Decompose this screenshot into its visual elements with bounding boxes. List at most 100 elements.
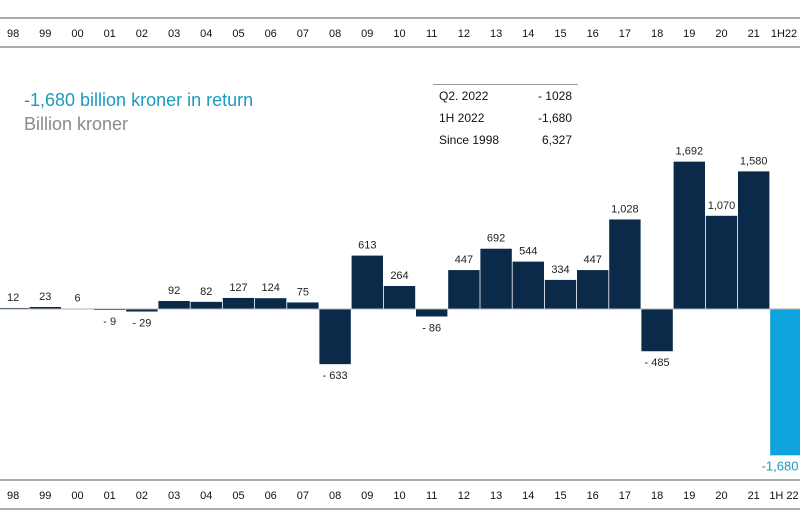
data-label-01: - 9	[103, 316, 116, 328]
bar-99	[29, 306, 61, 309]
data-label-13: 692	[487, 233, 505, 245]
top-tick-label: 21	[748, 28, 760, 40]
bottom-tick-label: 06	[265, 490, 277, 502]
data-label-99: 23	[39, 291, 51, 303]
bar-20	[705, 215, 738, 309]
data-labels-group: 12 23 6 - 9 - 29 92 82 127 124 75 - 633 613 264 - 86 4…	[7, 146, 798, 474]
chart-title: -1,680 billion kroner in return	[24, 90, 254, 110]
data-label-21: 1,580	[740, 155, 768, 167]
top-tick-label: 00	[71, 28, 83, 40]
bottom-tick-label: 98	[7, 490, 19, 502]
bottom-tick-label: 09	[361, 490, 373, 502]
bottom-tick-label: 01	[104, 490, 116, 502]
bar-04	[190, 301, 222, 309]
top-tick-label: 13	[490, 28, 502, 40]
data-label-15: 334	[551, 264, 569, 276]
top-tick-label: 1H22	[771, 28, 797, 40]
bar-13	[480, 248, 512, 309]
bottom-tick-label: 21	[748, 490, 760, 502]
top-tick-label: 06	[265, 28, 277, 40]
summary-row-q2: Q2. 2022 - 1028	[433, 85, 578, 107]
bottom-tick-label: 13	[490, 490, 502, 502]
bottom-tick-label: 08	[329, 490, 341, 502]
data-label-07: 75	[297, 286, 309, 298]
bar-1H22	[770, 309, 800, 456]
summary-label: 1H 2022	[439, 111, 485, 125]
top-tick-label: 10	[393, 28, 405, 40]
bar-19	[673, 161, 705, 309]
chart-subtitle: Billion kroner	[24, 114, 129, 134]
data-label-11: - 86	[422, 322, 441, 334]
data-label-12: 447	[455, 254, 473, 266]
summary-row-1h: 1H 2022 -1,680	[433, 107, 578, 129]
data-label-08: - 633	[323, 370, 348, 382]
top-tick-label: 15	[554, 28, 566, 40]
data-label-1H22: -1,680	[762, 458, 799, 473]
top-tick-label: 12	[458, 28, 470, 40]
top-tick-label: 20	[715, 28, 727, 40]
data-label-04: 82	[200, 286, 212, 298]
bottom-tick-label: 07	[297, 490, 309, 502]
top-tick-label: 98	[7, 28, 19, 40]
data-label-16: 447	[584, 254, 602, 266]
data-label-10: 264	[390, 270, 408, 282]
data-label-19: 1,692	[676, 146, 704, 158]
bottom-tick-label: 19	[683, 490, 695, 502]
bottom-tick-label: 1H 22	[769, 490, 798, 502]
summary-table: Q2. 2022 - 1028 1H 2022 -1,680 Since 199…	[433, 84, 578, 151]
data-label-05: 127	[229, 282, 247, 294]
top-tick-label: 01	[104, 28, 116, 40]
top-tick-label: 14	[522, 28, 534, 40]
top-tick-label: 99	[39, 28, 51, 40]
bar-07	[287, 302, 319, 309]
bar-98	[0, 307, 29, 309]
bar-05	[222, 297, 255, 309]
bottom-tick-label: 10	[393, 490, 405, 502]
top-axis-tick-labels: 98 99 00 01 02 03 04 05 06 07 08 09 10 11 12 13 14 15 16 17…	[7, 28, 797, 40]
bottom-tick-label: 00	[71, 490, 83, 502]
top-tick-label: 03	[168, 28, 180, 40]
bar-06	[255, 298, 287, 309]
top-tick-label: 07	[297, 28, 309, 40]
top-tick-label: 17	[619, 28, 631, 40]
bar-09	[351, 255, 383, 309]
top-tick-label: 09	[361, 28, 373, 40]
bottom-tick-label: 04	[200, 490, 212, 502]
summary-label: Since 1998	[439, 133, 500, 147]
top-tick-label: 04	[200, 28, 212, 40]
bar-03	[158, 300, 190, 309]
data-label-00: 6	[74, 292, 80, 304]
bar-21	[738, 171, 770, 309]
bottom-tick-label: 02	[136, 490, 148, 502]
bottom-tick-label: 14	[522, 490, 534, 502]
data-label-06: 124	[262, 282, 280, 294]
bar-12	[448, 270, 480, 309]
summary-value: - 1028	[537, 89, 572, 103]
summary-top-rule	[433, 84, 578, 85]
bar-15	[544, 279, 577, 309]
data-label-03: 92	[168, 285, 180, 297]
bar-02	[126, 309, 158, 312]
data-label-17: 1,028	[611, 203, 639, 215]
data-label-20: 1,070	[708, 200, 736, 212]
bar-14	[512, 261, 544, 309]
bottom-tick-label: 03	[168, 490, 180, 502]
data-label-18: - 485	[645, 357, 670, 369]
bars-group	[0, 161, 800, 456]
bottom-tick-label: 16	[587, 490, 599, 502]
data-label-09: 613	[358, 240, 376, 252]
data-label-14: 544	[519, 246, 537, 258]
top-tick-label: 02	[136, 28, 148, 40]
bottom-axis-tick-labels: 98 99 00 01 02 03 04 05 06 07 08 09 10 11 12 13 14 15 16 17…	[7, 490, 799, 502]
bottom-tick-label: 12	[458, 490, 470, 502]
bottom-tick-label: 05	[232, 490, 244, 502]
top-tick-label: 08	[329, 28, 341, 40]
top-tick-label: 18	[651, 28, 663, 40]
bar-11	[416, 309, 448, 317]
bar-10	[383, 286, 416, 309]
bottom-tick-label: 11	[426, 490, 437, 502]
top-tick-label: 05	[232, 28, 244, 40]
bottom-tick-label: 17	[619, 490, 631, 502]
data-label-02: - 29	[132, 318, 151, 330]
